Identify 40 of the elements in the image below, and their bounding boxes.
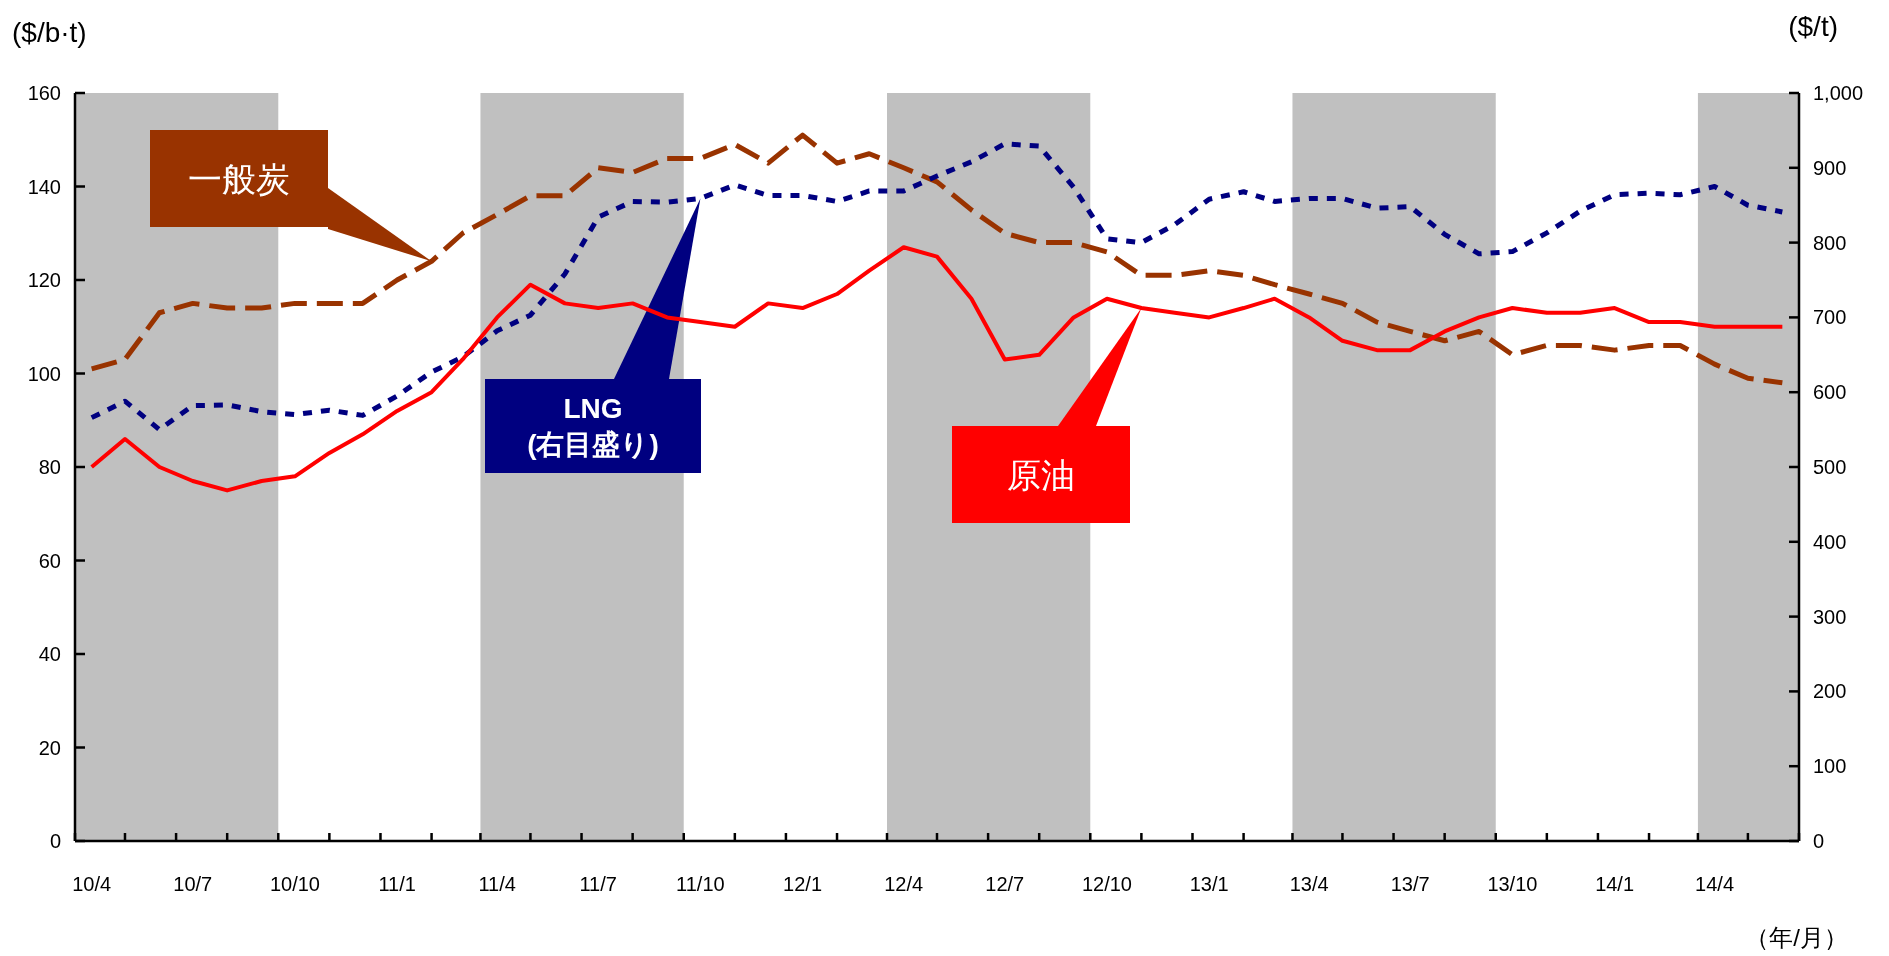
x-tick-label: 10/10 bbox=[269, 873, 320, 895]
y2-tick-label: 800 bbox=[1813, 231, 1847, 254]
y-tick-label: 140 bbox=[27, 175, 61, 198]
x-tick-label: 10/4 bbox=[72, 873, 112, 895]
y2-tick-label: 600 bbox=[1813, 381, 1847, 404]
y-tick-label: 120 bbox=[27, 269, 61, 291]
x-tick-label: 13/7 bbox=[1390, 873, 1430, 895]
x-tick-label: 12/10 bbox=[1081, 873, 1132, 895]
y2-tick-label: 1,000 bbox=[1813, 82, 1864, 104]
x-tick-label: 14/1 bbox=[1595, 873, 1635, 895]
x-tick-label: 12/4 bbox=[884, 873, 924, 895]
x-tick-label: 13/10 bbox=[1487, 873, 1538, 895]
y-tick-label: 0 bbox=[49, 830, 61, 852]
x-tick-label: 11/10 bbox=[676, 873, 725, 895]
y2-tick-label: 500 bbox=[1813, 456, 1847, 478]
y-tick-label: 60 bbox=[38, 549, 61, 572]
y-tick-label: 40 bbox=[38, 643, 61, 665]
y-tick-label: 80 bbox=[38, 456, 61, 478]
y2-tick-label: 300 bbox=[1813, 605, 1847, 628]
y2-tick-label: 0 bbox=[1813, 830, 1825, 852]
x-tick-label: 12/7 bbox=[985, 873, 1025, 895]
x-tick-label: 14/4 bbox=[1695, 873, 1735, 895]
y-axis-title: ($/b·t) bbox=[12, 17, 87, 48]
y2-tick-label: 900 bbox=[1813, 156, 1847, 179]
x-tick-label: 11/1 bbox=[378, 873, 416, 895]
x-tick-label: 11/4 bbox=[478, 873, 516, 895]
x-axis-title: （年/月） bbox=[1745, 924, 1848, 951]
x-tick-label: 10/7 bbox=[173, 873, 213, 895]
x-tick-label: 13/4 bbox=[1289, 873, 1329, 895]
y-tick-label: 100 bbox=[27, 362, 61, 385]
y2-tick-label: 400 bbox=[1813, 530, 1847, 553]
y2-axis-title: ($/t) bbox=[1788, 11, 1838, 42]
x-tick-label: 13/1 bbox=[1189, 873, 1229, 895]
x-tick-label: 11/7 bbox=[579, 873, 617, 895]
x-tick-label: 12/1 bbox=[783, 873, 823, 895]
y-tick-label: 160 bbox=[27, 82, 61, 104]
y2-tick-label: 200 bbox=[1813, 680, 1847, 703]
y2-tick-label: 100 bbox=[1813, 755, 1847, 778]
y2-tick-label: 700 bbox=[1813, 306, 1847, 329]
y-tick-label: 20 bbox=[38, 736, 61, 759]
